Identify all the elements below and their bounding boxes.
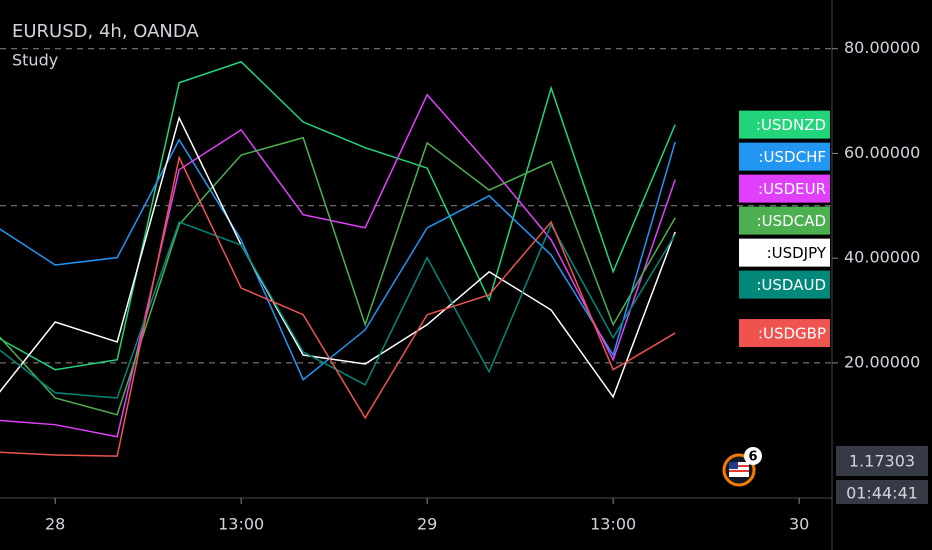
series-labels: :USDNZD :USDCHF :USDEUR :USDCAD :USDJPY :USDA… — [739, 110, 830, 348]
legend-swatch — [739, 142, 830, 171]
event-count: 6 — [748, 450, 757, 465]
x-tick-label: 13:00 — [218, 515, 264, 534]
legend-swatch — [739, 319, 830, 348]
legend-swatch — [739, 110, 830, 139]
x-tick-label: 28 — [45, 515, 65, 534]
series-line — [0, 155, 676, 457]
price-badge — [836, 446, 928, 476]
countdown: 01:44:41 — [846, 484, 918, 503]
axes: 80.00000 60.00000 40.00000 20.00000 28 13:00 2… — [45, 38, 920, 533]
legend-swatch — [739, 238, 830, 267]
legend-label: :USDNZD — [756, 116, 826, 134]
x-tick-label: 13:00 — [590, 515, 636, 534]
series-line — [0, 93, 676, 438]
countdown-badge — [836, 480, 928, 504]
legend-label: :USDCAD — [757, 212, 826, 230]
chart-subtitle: Study — [12, 51, 58, 70]
x-tick-label: 29 — [417, 515, 437, 534]
plot-lines — [0, 60, 676, 457]
last-price: 1.17303 — [849, 452, 915, 471]
legend-label: :USDGBP — [758, 325, 826, 343]
series-line — [0, 115, 676, 399]
y-tick-label: 80.00000 — [844, 38, 920, 57]
y-tick-label: 20.00000 — [844, 352, 920, 371]
legend-label: :USDCHF — [759, 148, 827, 166]
legend-swatch — [739, 206, 830, 235]
grid — [0, 48, 832, 364]
series-line — [0, 60, 676, 371]
legend-label: :USDJPY — [767, 244, 827, 262]
series-line — [0, 138, 676, 381]
legend-swatch — [739, 174, 830, 203]
y-tick-label: 60.00000 — [844, 143, 920, 162]
legend-label: :USDEUR — [758, 180, 826, 198]
y-tick-label: 40.00000 — [844, 248, 920, 267]
x-tick-label: 30 — [789, 515, 809, 534]
series-line — [0, 221, 676, 399]
event-flag[interactable]: 6 — [722, 447, 762, 487]
series-line — [0, 136, 676, 416]
badge — [744, 447, 762, 465]
legend-swatch — [739, 270, 830, 299]
flag-canton — [729, 462, 738, 469]
legend-label: :USDAUD — [756, 276, 826, 294]
chart-title: EURUSD, 4h, OANDA — [12, 21, 199, 42]
